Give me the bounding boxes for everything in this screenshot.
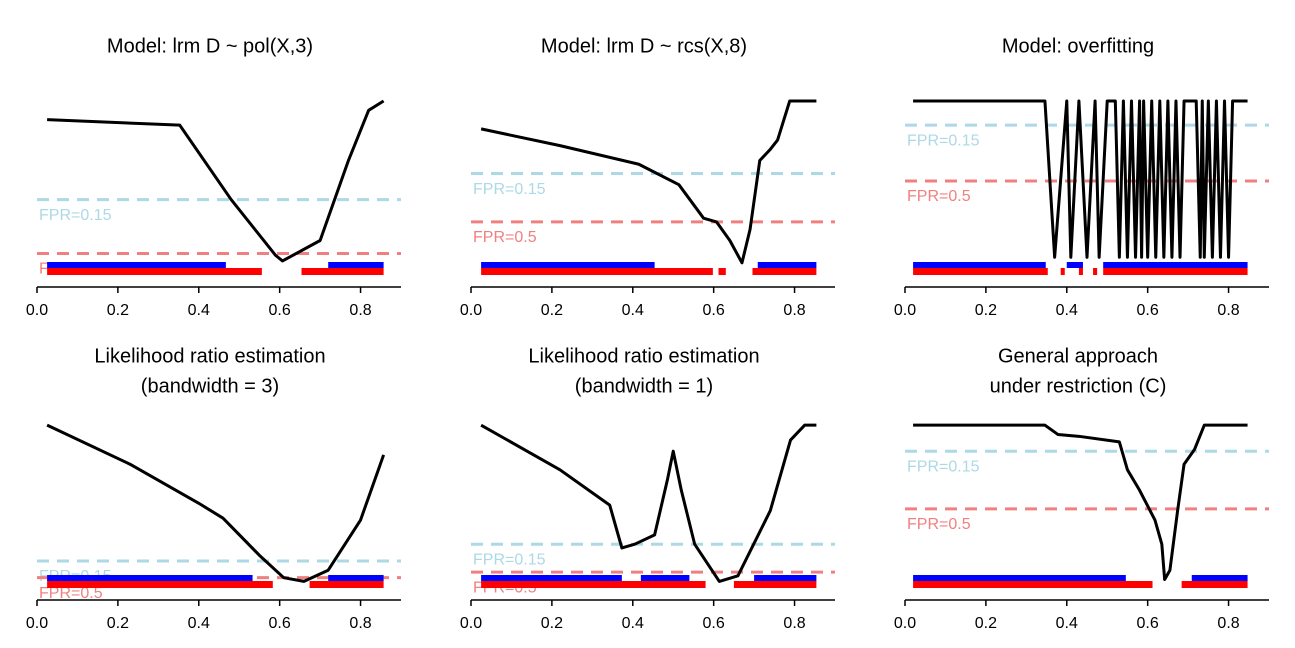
interval-bar: [481, 268, 713, 275]
interval-bar: [913, 268, 1048, 275]
x-tick-label: 0.6: [269, 302, 291, 319]
x-tick-label: 0.2: [541, 615, 563, 632]
x-tick-label: 0.4: [188, 615, 210, 632]
chart-title: Likelihood ratio estimation: [94, 345, 325, 367]
interval-bar: [733, 581, 817, 588]
x-tick-label: 0.6: [1137, 302, 1159, 319]
interval-bar: [1181, 581, 1248, 588]
x-tick-label: 0.0: [26, 302, 48, 319]
interval-bar: [1078, 268, 1083, 275]
chart-title: (bandwidth = 1): [575, 375, 713, 397]
x-tick-label: 0.4: [622, 615, 644, 632]
x-tick-label: 0.6: [703, 615, 725, 632]
x-tick-label: 0.0: [26, 615, 48, 632]
interval-bar: [301, 268, 384, 275]
threshold-label: FPR=0.5: [907, 188, 971, 205]
x-tick-label: 0.2: [541, 302, 563, 319]
x-tick-label: 0.8: [783, 615, 805, 632]
x-tick-label: 0.2: [107, 302, 129, 319]
interval-bar: [328, 262, 384, 268]
x-tick-label: 0.6: [269, 615, 291, 632]
interval-bar: [752, 268, 817, 275]
chart-title: (bandwidth = 3): [141, 375, 279, 397]
x-tick-label: 0.0: [894, 615, 916, 632]
interval-bar: [913, 581, 1153, 588]
chart-title: Likelihood ratio estimation: [528, 345, 759, 367]
x-tick-label: 0.8: [349, 615, 371, 632]
threshold-label: FPR=0.5: [39, 585, 103, 602]
interval-bar: [481, 575, 622, 581]
chart-title: Model: lrm D ~ rcs(X,8): [541, 35, 747, 57]
curve: [47, 99, 385, 263]
interval-bar: [47, 575, 253, 581]
threshold-label: FPR=0.5: [473, 229, 537, 246]
interval-bar: [481, 581, 706, 588]
curve: [480, 423, 817, 583]
interval-bar: [1103, 268, 1248, 275]
interval-bar: [328, 575, 384, 581]
curve: [480, 99, 817, 265]
chart-title: Model: lrm D ~ pol(X,3): [107, 35, 313, 57]
interval-bar: [1093, 268, 1098, 275]
interval-bar: [718, 268, 726, 275]
x-tick-label: 0.2: [975, 615, 997, 632]
chart-title: General approach: [998, 345, 1158, 367]
curve: [913, 99, 1248, 259]
interval-bar: [913, 575, 1126, 581]
interval-bar: [481, 262, 655, 268]
x-tick-label: 0.4: [622, 302, 644, 319]
x-tick-label: 0.8: [1217, 615, 1239, 632]
chart-title: under restriction (C): [990, 375, 1167, 397]
interval-bar: [1066, 262, 1083, 268]
x-tick-label: 0.2: [975, 302, 997, 319]
x-tick-label: 0.6: [703, 302, 725, 319]
interval-bar: [640, 575, 690, 581]
interval-bar: [1060, 268, 1065, 275]
chart-title: Model: overfitting: [1002, 35, 1154, 57]
x-tick-label: 0.0: [460, 302, 482, 319]
x-tick-label: 0.0: [460, 615, 482, 632]
interval-bar: [1103, 262, 1248, 268]
threshold-label: FPR=0.15: [473, 551, 546, 568]
interval-bar: [913, 262, 1046, 268]
threshold-label: FPR=0.15: [907, 458, 980, 475]
interval-bar: [47, 581, 273, 588]
x-tick-label: 0.8: [783, 302, 805, 319]
interval-bar: [47, 262, 226, 268]
interval-bar: [47, 268, 262, 275]
x-tick-label: 0.0: [894, 302, 916, 319]
threshold-label: FPR=0.15: [473, 181, 546, 198]
x-tick-label: 0.6: [1137, 615, 1159, 632]
curve: [913, 423, 1248, 582]
interval-bar: [757, 262, 817, 268]
interval-bar: [309, 581, 384, 588]
x-tick-label: 0.4: [1056, 302, 1078, 319]
x-tick-label: 0.4: [188, 302, 210, 319]
x-tick-label: 0.2: [107, 615, 129, 632]
x-tick-label: 0.4: [1056, 615, 1078, 632]
interval-bar: [1191, 575, 1248, 581]
curve: [46, 423, 386, 583]
interval-bar: [754, 575, 817, 581]
threshold-label: FPR=0.15: [907, 132, 980, 149]
x-tick-label: 0.8: [1217, 302, 1239, 319]
x-tick-label: 0.8: [349, 302, 371, 319]
threshold-label: FPR=0.5: [907, 516, 971, 533]
threshold-label: FPR=0.15: [39, 207, 112, 224]
